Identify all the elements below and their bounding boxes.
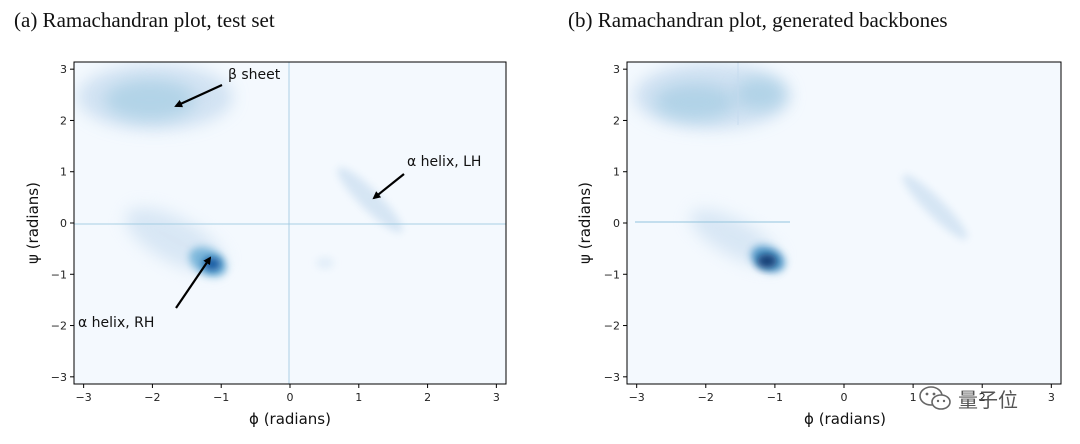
alpha-rh-arrow (175, 256, 212, 309)
panel-b-x-tick-label: 2 (979, 391, 986, 404)
panel-a-x-tick-label: 2 (424, 391, 431, 404)
panel-b-x-tick-label: −2 (698, 391, 714, 404)
watermark: 量子位 (918, 382, 1018, 414)
panel-b-y-tick-label: −1 (604, 268, 620, 281)
beta-sheet-arrow (174, 83, 223, 108)
panel-b-x-tick-label: 1 (910, 391, 917, 404)
alpha-lh-arrow (372, 173, 405, 200)
panel-a-plot: −3 −2 −1 0 1 2 3 −3 −2 −1 0 1 2 3 ϕ (radians) ψ (radi… (24, 61, 507, 428)
watermark-text: 量子位 (958, 387, 1018, 412)
panel-a-y-tick-label: 0 (60, 217, 67, 230)
panel-b-density (634, 62, 968, 273)
alpha-rh-label: α helix, RH (78, 315, 154, 331)
panel-b-y-tick-label: −3 (604, 371, 620, 384)
panel-a-x-tick-label: 3 (493, 391, 500, 404)
panel-a-y-tick-label: −1 (51, 268, 67, 281)
panel-b-x-tick-label: 3 (1048, 391, 1055, 404)
beta-sheet-label: β sheet (228, 67, 281, 83)
panel-b-x-tick-label: −3 (629, 391, 645, 404)
panel-b-ticks: −3 −2 −1 0 1 2 3 −3 −2 −1 0 1 2 3 (604, 63, 1055, 404)
panel-a-y-tick-label: 2 (60, 114, 67, 127)
panel-b-y-axis-label: ψ (radians) (576, 182, 594, 264)
panel-a-ticks: −3 −2 −1 0 1 2 3 −3 −2 −1 0 1 2 3 (51, 63, 500, 404)
panel-a-annotations: β sheet α helix, LH α helix, RH (78, 67, 481, 331)
panel-a-x-tick-label: −3 (76, 391, 92, 404)
panel-a-x-axis-label: ϕ (radians) (249, 410, 331, 428)
panel-b-alpha-lh-region (902, 174, 968, 240)
panel-a-alpha-lh-region (316, 167, 403, 269)
panel-a-x-tick-label: −1 (213, 391, 229, 404)
wechat-icon (919, 386, 951, 410)
panel-b-x-tick-label: −1 (767, 391, 783, 404)
panel-a-title: (a) Ramachandran plot, test set (14, 8, 275, 32)
panel-a-beta-sheet-region (77, 64, 233, 130)
panel-b-alpha-rh-region (690, 209, 786, 273)
panel-a-y-tick-label: 3 (60, 63, 67, 76)
panel-b-y-tick-label: 0 (613, 217, 620, 230)
panel-a-y-tick-label: −3 (51, 371, 67, 384)
panel-a-y-tick-label: −2 (51, 320, 67, 333)
panel-a-x-tick-label: 0 (287, 391, 294, 404)
panel-b-title: (b) Ramachandran plot, generated backbon… (568, 8, 948, 32)
panel-a-y-axis-label: ψ (radians) (24, 182, 42, 264)
panel-b-beta-sheet-region (634, 63, 790, 129)
panel-b-y-tick-label: 2 (613, 114, 620, 127)
panel-a-x-tick-label: 1 (355, 391, 362, 404)
panel-b-plot: −3 −2 −1 0 1 2 3 −3 −2 −1 0 1 2 3 ϕ (radians) ψ (radi… (576, 61, 1062, 428)
panel-b-y-tick-label: 1 (613, 166, 620, 179)
panel-b-y-tick-label: −2 (604, 320, 620, 333)
panel-a-y-tick-label: 1 (60, 166, 67, 179)
alpha-lh-label: α helix, LH (407, 154, 481, 170)
panel-b-y-tick-label: 3 (613, 63, 620, 76)
panel-a-x-tick-label: −2 (144, 391, 160, 404)
panel-b-x-axis-label: ϕ (radians) (804, 410, 886, 428)
panel-b-x-tick-label: 0 (841, 391, 848, 404)
